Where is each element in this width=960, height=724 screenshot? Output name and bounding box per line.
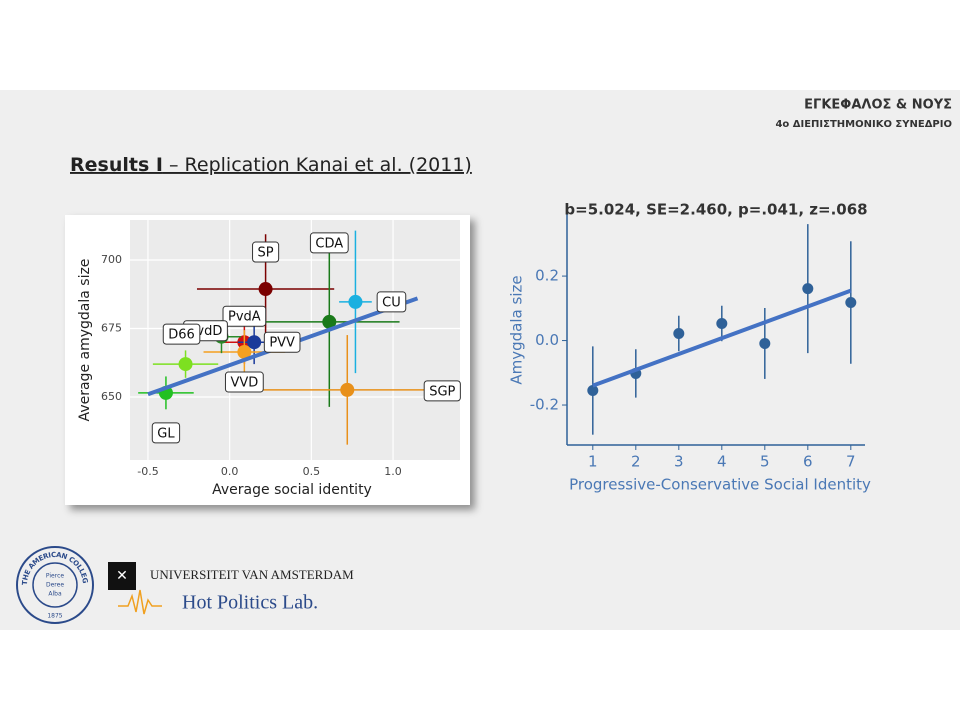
point — [587, 385, 599, 397]
uva-mark: ✕ — [116, 568, 128, 584]
point-label: SP — [258, 246, 274, 261]
point — [178, 357, 193, 372]
point-label: CDA — [315, 236, 343, 251]
point — [322, 314, 337, 329]
university-name: UNIVERSITEIT VAN AMSTERDAM — [150, 567, 354, 582]
point — [802, 283, 814, 295]
uva-logo — [108, 562, 136, 590]
point — [340, 382, 355, 397]
chart-2: -0.2 0.0 0.2 1 2 3 4 5 6 7 Progressive-Conservativ… — [508, 201, 872, 494]
x-tick-label: 7 — [846, 453, 856, 471]
label-box — [222, 305, 267, 327]
x-tick-label: 3 — [674, 453, 684, 471]
label-box — [162, 323, 201, 345]
y-tick-label: 650 — [101, 390, 122, 403]
x-tick-label: 4 — [717, 453, 727, 471]
y-tick-label: 0.0 — [535, 331, 559, 349]
stats-annotation: b=5.024, SE=2.460, p=.041, z=.068 — [564, 201, 867, 219]
x-tick-label: 2 — [631, 453, 641, 471]
point-label: GL — [157, 426, 175, 441]
y-axis-label: Average amygdala size — [77, 259, 93, 422]
label-box — [309, 232, 349, 254]
slide-title: Results I – Replication Kanai et al. (20… — [70, 154, 472, 176]
label-box — [151, 422, 181, 444]
chart-1: 650 675 700 -0.5 0.0 0.5 1.0 Average social ide… — [77, 220, 461, 498]
label-box — [423, 380, 461, 402]
x-tick-label: 0.0 — [221, 465, 239, 478]
y-tick-label: -0.2 — [530, 396, 559, 414]
point — [716, 317, 728, 329]
point-label: VVD — [230, 376, 258, 391]
seal — [16, 546, 94, 624]
x-tick-label: 5 — [760, 453, 770, 471]
header-line2: 4ο ΔΙΕΠΙΣΤΗΜΟΝΙΚΟ ΣΥΝΕΔΡΙΟ — [775, 119, 952, 130]
label-box — [224, 371, 264, 393]
x-axis-label: Average social identity — [212, 482, 372, 498]
point-label: D66 — [168, 328, 195, 343]
point-label: PvdA — [228, 310, 261, 325]
point — [845, 297, 857, 309]
title-rest: – Replication Kanai et al. (2011) — [163, 154, 472, 176]
point — [237, 345, 252, 360]
x-tick-label: 0.5 — [303, 465, 321, 478]
point — [258, 282, 273, 297]
point-label: SGP — [429, 384, 455, 399]
label-box — [252, 241, 280, 263]
motto: Alba — [48, 591, 62, 598]
pulse-icon — [118, 589, 162, 615]
title-bold: Results I — [70, 154, 163, 176]
x-axis-label: Progressive-Conservative Social Identity — [569, 476, 871, 494]
fit-line — [592, 288, 852, 388]
point — [759, 337, 771, 349]
y-tick-label: 675 — [101, 321, 122, 334]
y-tick-label: 700 — [101, 253, 122, 266]
y-axis-label: Amygdala size — [508, 275, 526, 384]
header-line1: ΕΓΚΕΦΑΛΟΣ & ΝΟΥΣ — [804, 98, 952, 113]
seal-inner — [32, 562, 78, 608]
y-tick-label: 0.2 — [535, 267, 559, 285]
label-box — [376, 291, 407, 313]
x-tick-label: 6 — [803, 453, 813, 471]
point-label: PVV — [269, 336, 295, 351]
point-label: CU — [382, 295, 401, 310]
label-box — [263, 331, 301, 353]
seal-year: 1875 — [47, 613, 62, 620]
x-tick-label: -0.5 — [137, 465, 158, 478]
motto: Pierce — [46, 573, 64, 580]
lab-name: Hot Politics Lab. — [182, 592, 318, 614]
x-tick-label: 1.0 — [384, 465, 402, 478]
x-tick-label: 1 — [588, 453, 598, 471]
point — [348, 294, 363, 309]
point — [673, 327, 685, 339]
point — [247, 335, 262, 350]
motto: Deree — [46, 582, 64, 589]
